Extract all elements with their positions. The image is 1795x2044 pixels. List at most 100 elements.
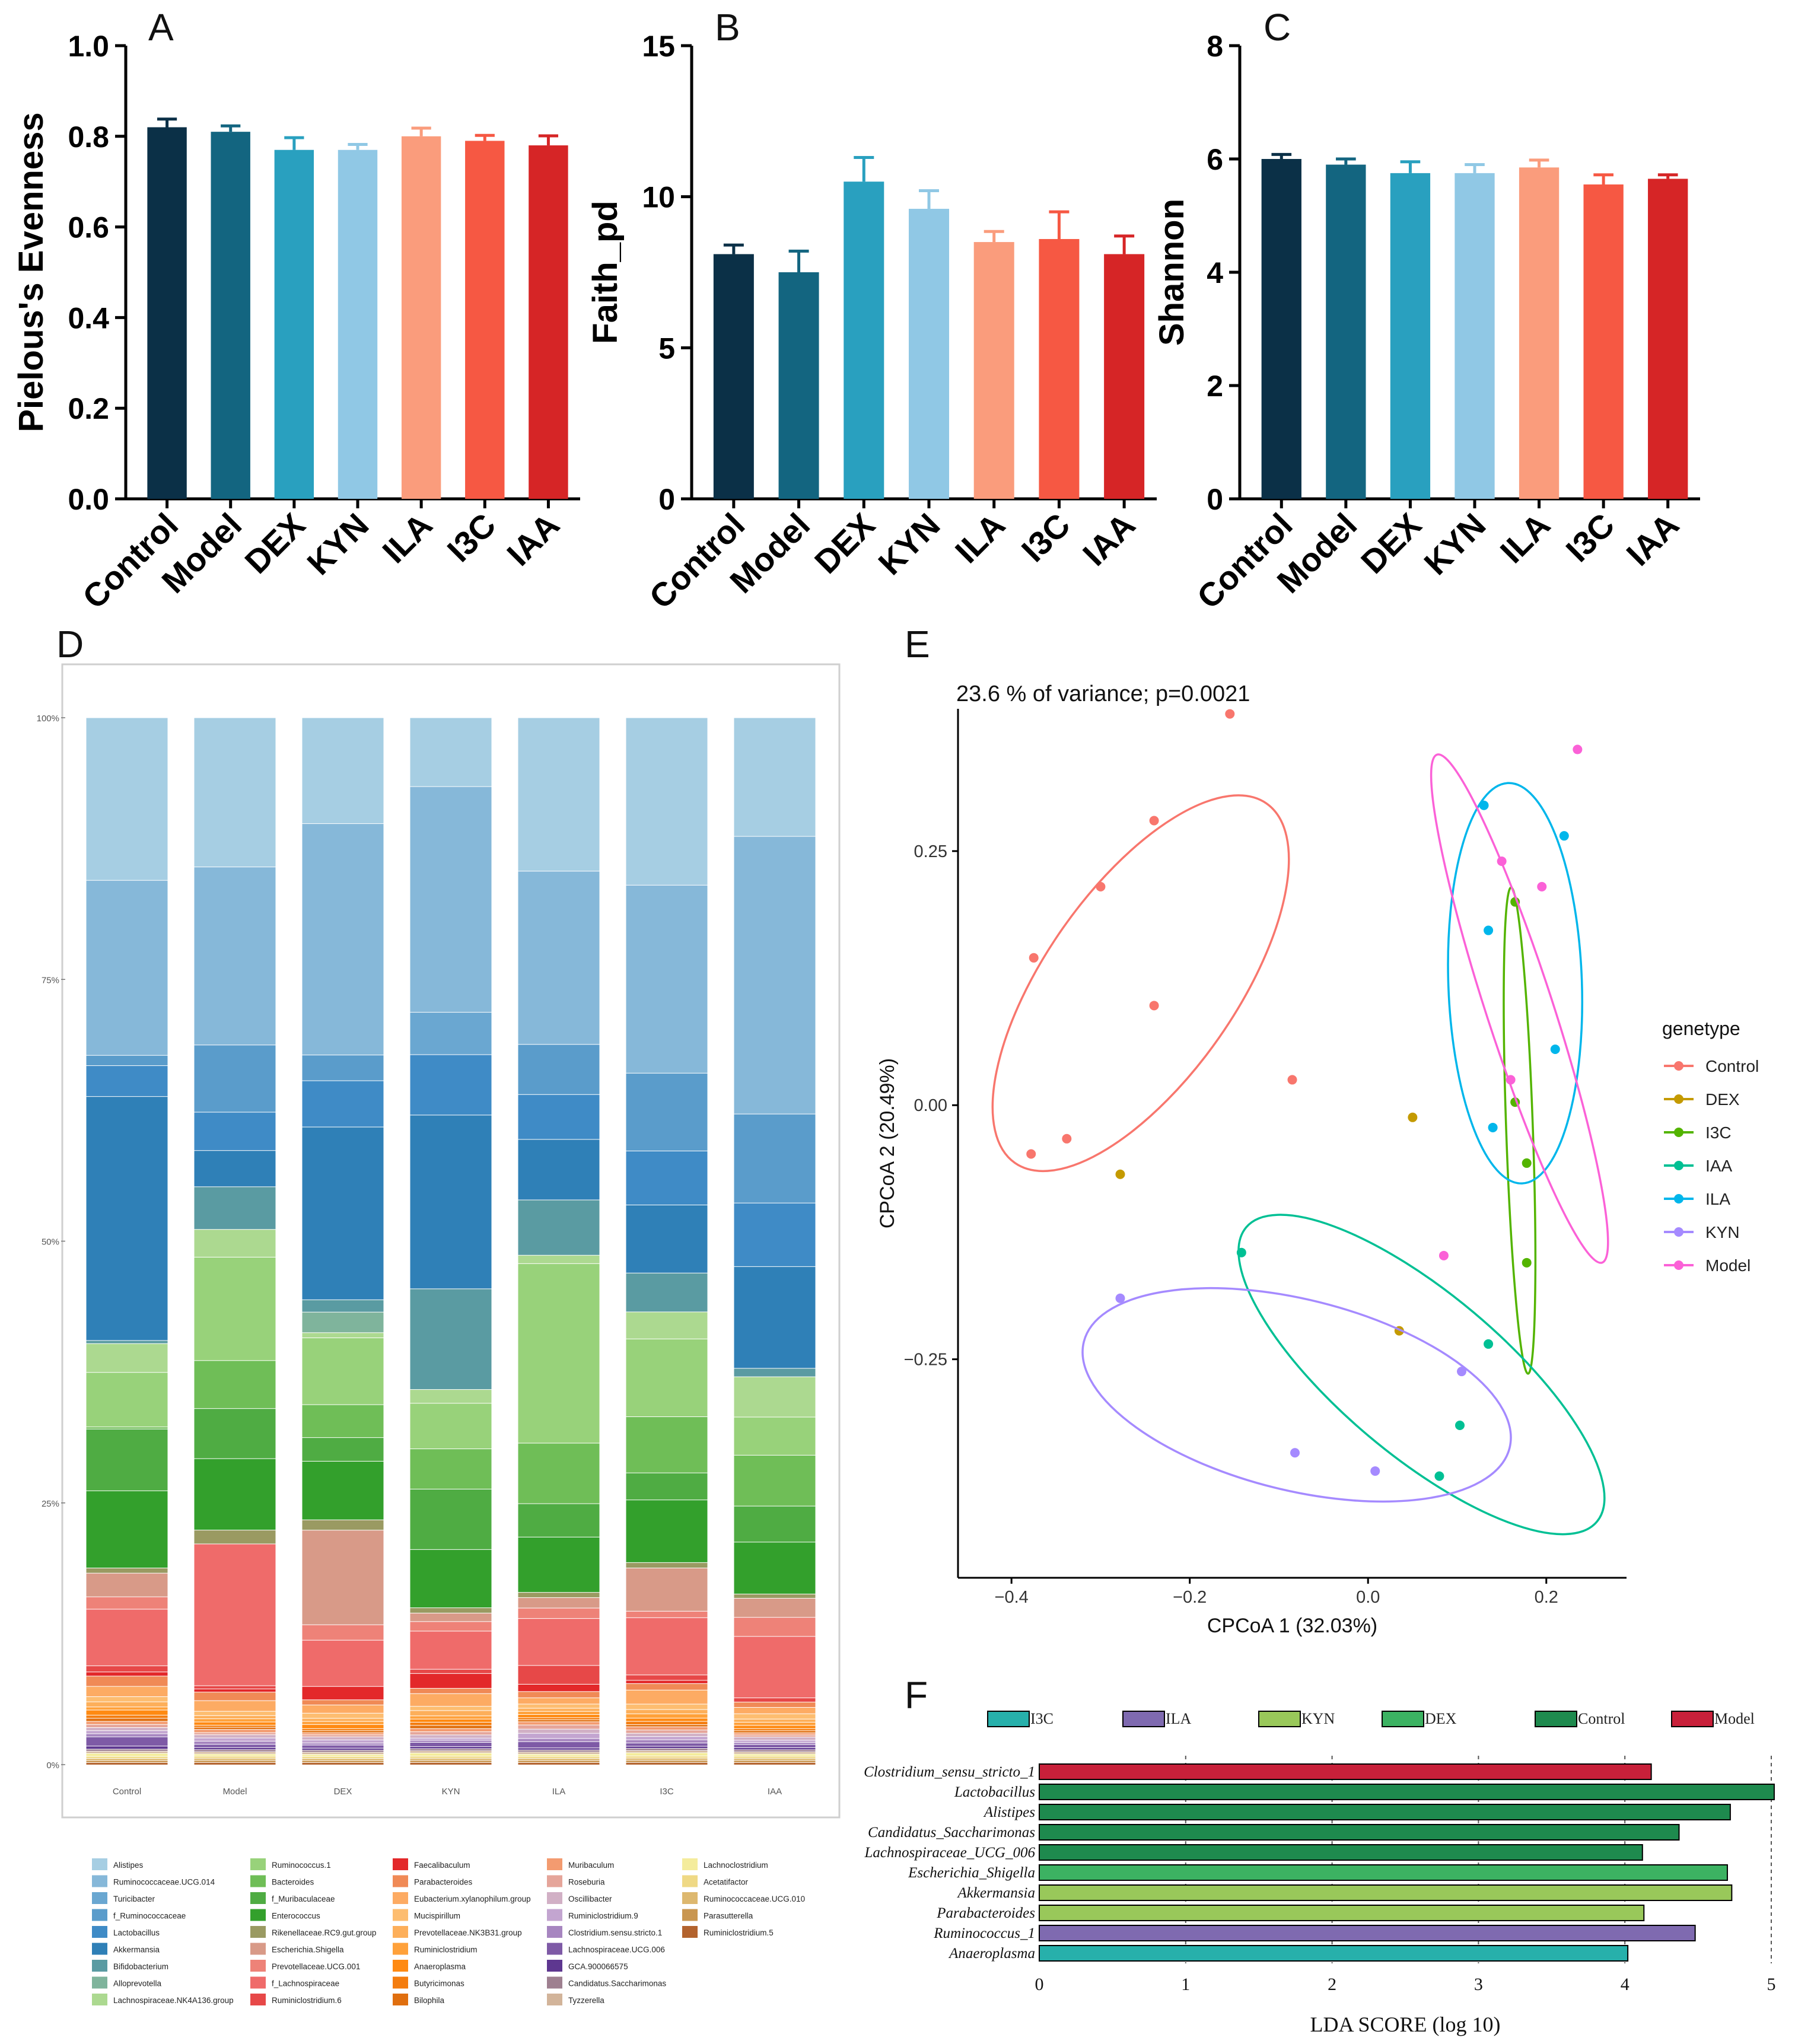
- legend-swatch-butyricimonas: [393, 1976, 408, 1989]
- legend-swatch-f-lachnospiraceae: [250, 1976, 266, 1989]
- segment-iaa-bacteroides: [733, 1454, 816, 1507]
- segment-ila-bacteroides: [517, 1443, 600, 1505]
- segment-control-akkermansia: [85, 1096, 168, 1341]
- legend-swatch-acetatifactor: [682, 1875, 698, 1887]
- y-tick-label: 10: [642, 181, 675, 214]
- segment-dex-prevotellaceae-ucg-001: [301, 1624, 384, 1641]
- panel-letter-b: B: [715, 6, 740, 49]
- point-iaa: [1455, 1420, 1465, 1430]
- segment-i3c-lactobacillus: [625, 1150, 708, 1206]
- segment-kyn-ruminiclostridium-6: [409, 1669, 492, 1674]
- segment-i3c-enterococcus: [625, 1499, 708, 1564]
- x-tick-label-iaa: IAA: [1619, 506, 1686, 573]
- legend-label-eubacterium-xylanophilum-group: Eubacterium.xylanophilum.group: [414, 1895, 531, 1903]
- segment-kyn-ruminococcaceae-ucg-014: [409, 786, 492, 1013]
- segment-i3c-escherichia-shigella: [625, 1567, 708, 1612]
- lda-bar-clostridium-sensu-stricto-1: [1039, 1763, 1652, 1780]
- segment-dex-rikenellaceae-rc9-gut-group: [301, 1519, 384, 1531]
- segment-control-lachnospiraceae-ucg-006: [85, 1736, 168, 1747]
- legend-swatch-enterococcus: [250, 1909, 266, 1921]
- lda-bar-escherichia-shigella: [1039, 1864, 1728, 1881]
- segment-ila-ruminiclostridium-9: [517, 1733, 600, 1740]
- bar-control: [147, 127, 187, 499]
- point-control: [1149, 1001, 1159, 1011]
- x-tick-label: 0.0: [1356, 1588, 1380, 1607]
- y-tick-label: 4: [1207, 256, 1223, 289]
- legend-label-f-lachnospiraceae: f_Lachnospiraceae: [272, 1979, 339, 1988]
- legend-label-iaa: IAA: [1705, 1157, 1732, 1175]
- segment-kyn-mucispirillum: [409, 1706, 492, 1711]
- legend-swatch-dex: [1382, 1711, 1424, 1727]
- bar-iaa: [1648, 179, 1688, 499]
- segment-ila-rikenellaceae-rc9-gut-group: [517, 1592, 600, 1599]
- y-axis-label: Shannon: [1153, 199, 1191, 346]
- legend-label-prevotellaceae-nk3b31-group: Prevotellaceae.NK3B31.group: [414, 1928, 522, 1937]
- segment-ila-f-muribaculaceae: [517, 1503, 600, 1538]
- segment-ila-lachnospiraceae-ucg-006: [517, 1741, 600, 1749]
- ellipse-control: [991, 794, 1290, 1173]
- point-model: [1573, 744, 1583, 754]
- point-control: [1026, 1149, 1036, 1159]
- legend-label-kyn: KYN: [1705, 1223, 1740, 1241]
- segment-kyn-turicibacter: [409, 1012, 492, 1056]
- segment-kyn-bifidobacterium: [409, 1288, 492, 1390]
- legend-label-lachnospiraceae-ucg-006: Lachnospiraceae.UCG.006: [568, 1946, 665, 1954]
- legend-swatch-rikenellaceae-rc9-gut-group: [250, 1926, 266, 1938]
- segment-control-faecalibaculum: [85, 1672, 168, 1677]
- panel-f-lda-score-chart: I3C ILA KYN DEX Control Model 0 1 2 3 4 5 Clostridiu…: [864, 1710, 1775, 2036]
- point-iaa: [1434, 1471, 1444, 1481]
- segment-iaa-enterococcus: [733, 1542, 816, 1595]
- point-ila: [1488, 1122, 1498, 1132]
- x-tick-label: −0.4: [995, 1588, 1029, 1607]
- segment-kyn-lachnospiraceae-ucg-006: [409, 1741, 492, 1747]
- segment-kyn-prevotellaceae-nk3b31-group: [409, 1710, 492, 1717]
- point-ila: [1484, 925, 1494, 935]
- segment-kyn-alistipes: [409, 717, 492, 788]
- legend-label-lachnoclostridium: Lachnoclostridium: [704, 1861, 768, 1870]
- segment-dex-lactobacillus: [301, 1080, 384, 1128]
- panel-letter-f: F: [905, 1674, 928, 1717]
- legend-label-i3c: I3C: [1030, 1710, 1054, 1727]
- segment-ila-ruminiclostridium-6: [517, 1665, 600, 1685]
- y-tick-label: 100%: [37, 714, 59, 724]
- legend-swatch-parasutterella: [682, 1909, 698, 1921]
- segment-model-f-ruminococcaceae: [193, 1045, 276, 1113]
- legend-label-clostridium-sensu-stricto-1: Clostridium.sensu.stricto.1: [568, 1928, 662, 1937]
- y-tick-label: 75%: [42, 975, 59, 985]
- x-tick-label-kyn: KYN: [871, 506, 947, 582]
- legend-swatch-muribaculum: [547, 1858, 562, 1870]
- lda-bar-ruminococcus-1: [1039, 1925, 1696, 1941]
- legend-label-bilophila: Bilophila: [414, 1996, 445, 2005]
- x-tick-label: 0: [1035, 1975, 1044, 1994]
- segment-dex-parabacteroides: [301, 1699, 384, 1706]
- segment-dex-akkermansia: [301, 1126, 384, 1301]
- lda-label-ruminococcus-1: Ruminococcus_1: [933, 1925, 1035, 1941]
- segment-kyn-parabacteroides: [409, 1688, 492, 1695]
- legend-swatch-lachnoclostridium: [682, 1858, 698, 1870]
- legend-swatch-anaeroplasma: [393, 1960, 408, 1972]
- x-tick-label-control: Control: [113, 1787, 141, 1797]
- legend-swatch-turicibacter: [92, 1892, 107, 1904]
- legend-swatch-ruminiclostridium-6: [250, 1994, 266, 2005]
- segment-dex-f-ruminococcaceae: [301, 1055, 384, 1082]
- segment-iaa-f-muribaculaceae: [733, 1505, 816, 1543]
- segment-control-escherichia-shigella: [85, 1572, 168, 1598]
- x-tick-label: 5: [1767, 1975, 1776, 1994]
- segment-model-enterococcus: [193, 1458, 276, 1531]
- segment-dex-bacteroides: [301, 1404, 384, 1438]
- segment-iaa-ruminococcaceae-ucg-014: [733, 836, 816, 1115]
- y-tick-label: 0: [658, 483, 675, 516]
- legend-label-prevotellaceae-ucg-001: Prevotellaceae.UCG.001: [272, 1962, 360, 1971]
- segment-dex-lachnospiraceae-nk4a136-group: [301, 1332, 384, 1339]
- y-tick-label: 8: [1207, 30, 1223, 63]
- point-ila: [1559, 831, 1569, 841]
- segment-control-ruminiclostridium-5: [85, 1762, 168, 1766]
- segment-model-ruminococcaceae-ucg-014: [193, 867, 276, 1046]
- x-tick-label-dex: DEX: [334, 1787, 352, 1797]
- segment-i3c-prevotellaceae-ucg-001: [625, 1610, 708, 1619]
- segment-model-lachnospiraceae-nk4a136-group: [193, 1229, 276, 1258]
- panel-d-stacked-composition-chart: 0% 25% 50% 75% 100% Control Model DEX KYN ILA I3C I…: [37, 663, 841, 2005]
- legend-label-parabacteroides: Parabacteroides: [414, 1878, 473, 1887]
- lda-label-parabacteroides: Parabacteroides: [936, 1905, 1035, 1921]
- segment-i3c-f-ruminococcaceae: [625, 1072, 708, 1152]
